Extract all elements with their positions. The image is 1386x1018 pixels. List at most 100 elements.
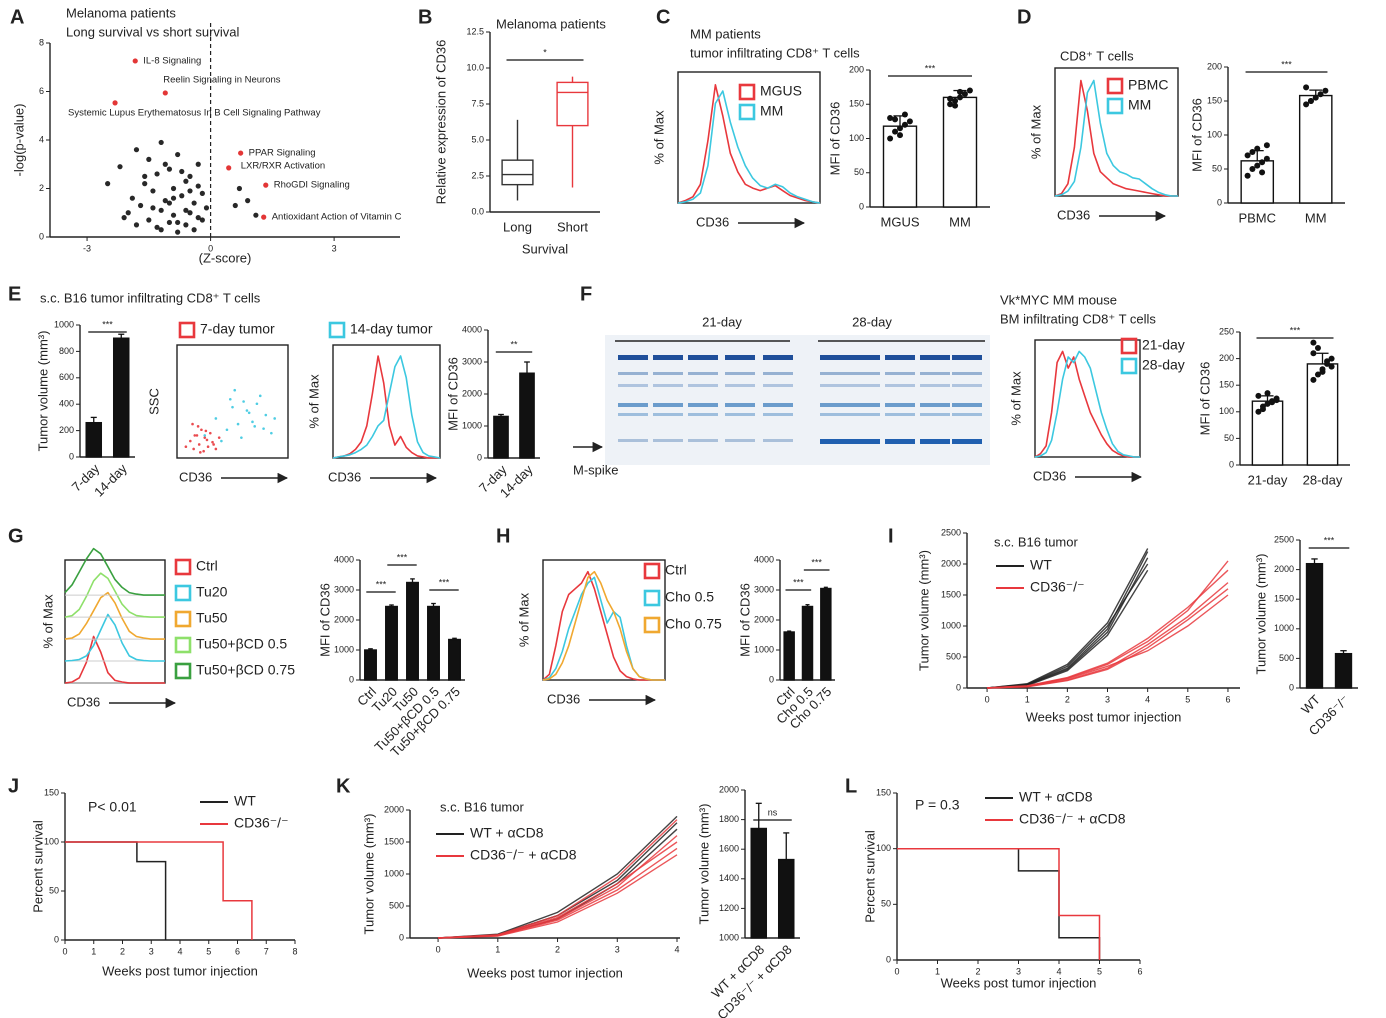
chart-title: Vk*MYC MM mouse: [1000, 292, 1117, 307]
legend-label: Tu50: [196, 610, 228, 626]
point: [200, 428, 203, 432]
bar: [777, 858, 795, 939]
y-axis-label: SSC: [146, 388, 161, 415]
histogram-curve: [64, 591, 165, 640]
x-axis-label: Survival: [522, 241, 568, 256]
point: [1269, 399, 1276, 406]
legend-label: MGUS: [760, 83, 802, 99]
point: [1273, 397, 1280, 404]
gel-band: [920, 439, 950, 444]
y-tick-label: 3000: [754, 584, 774, 594]
y-axis-label: Tumor volume (mm³): [916, 550, 931, 671]
bar: [85, 421, 103, 458]
x-axis-label: CD36: [696, 214, 729, 229]
point: [204, 429, 208, 433]
panel-letter: I: [888, 525, 894, 547]
point: [245, 198, 251, 204]
survival-curve: [65, 841, 167, 940]
point: [226, 165, 232, 171]
panel-letter: G: [8, 525, 24, 547]
y-tick-label: 150: [1219, 380, 1234, 390]
y-tick-label: 200: [849, 64, 864, 74]
gel-band: [618, 372, 648, 375]
y-tick-label: 0: [349, 674, 354, 684]
y-axis-label: Relative expression of CD36: [433, 40, 448, 205]
bar: [750, 827, 768, 939]
x-tick-label: MM: [949, 214, 971, 229]
point: [1254, 145, 1261, 152]
x-axis-label: CD36: [1033, 468, 1066, 483]
x-tick-label: 4: [675, 944, 680, 954]
point: [206, 445, 210, 449]
y-tick-label: 0: [1217, 197, 1222, 207]
point-label: PPAR Signaling: [249, 148, 316, 159]
legend-label: Cho 0.75: [665, 616, 722, 632]
point: [231, 405, 234, 409]
significance-label: ***: [1290, 325, 1301, 335]
point-label: Systemic Lupus Erythematosus In B Cell S…: [68, 107, 321, 118]
significance-label: ***: [397, 552, 408, 562]
legend-swatch: [1106, 97, 1124, 115]
gel-band: [763, 355, 793, 360]
bar: [783, 631, 795, 681]
point: [273, 417, 276, 420]
point: [137, 202, 144, 209]
y-tick-label: 10.0: [466, 62, 484, 72]
panel-letter: C: [656, 6, 670, 28]
x-axis-label: CD36: [547, 691, 580, 706]
point-label: Antioxidant Action of Vitamin C: [272, 212, 402, 223]
x-tick-label: 2: [120, 946, 125, 956]
point: [240, 436, 243, 439]
y-tick-label: 1500: [384, 836, 404, 846]
y-tick-label: 50: [1224, 433, 1234, 443]
point: [105, 181, 111, 187]
point: [195, 183, 201, 189]
gel-band: [763, 384, 793, 387]
y-tick-label: 2500: [941, 527, 961, 537]
x-tick-label: 3: [149, 946, 154, 956]
point: [1263, 155, 1270, 162]
point: [214, 417, 218, 420]
point: [196, 425, 200, 428]
point: [121, 215, 127, 221]
legend-label: MM: [760, 103, 783, 119]
gel-band: [725, 372, 755, 375]
x-tick-label: 1: [1025, 694, 1030, 704]
bar: [942, 96, 978, 208]
point: [192, 447, 195, 451]
point: [1303, 101, 1310, 108]
point: [175, 229, 181, 235]
y-tick-label: 400: [59, 399, 74, 409]
x-tick-label: MGUS: [881, 214, 920, 229]
gel-band: [653, 413, 683, 416]
gel-band: [850, 355, 880, 360]
x-tick-label: 3: [1105, 694, 1110, 704]
significance-label: ***: [1281, 59, 1292, 69]
x-axis-label: CD36: [179, 469, 212, 484]
y-tick-label: 1500: [941, 589, 961, 599]
point: [1244, 172, 1251, 179]
point: [158, 139, 164, 146]
survival-curve: [897, 847, 1101, 960]
plot-frame: [332, 344, 441, 459]
point: [203, 205, 210, 211]
y-tick-label: 1000: [462, 420, 482, 430]
x-tick-label: 0: [985, 694, 990, 704]
point: [211, 440, 214, 444]
x-tick-label: 28-day: [1303, 472, 1343, 487]
y-tick-label: 100: [1207, 129, 1222, 139]
point: [166, 219, 173, 226]
histogram-curve: [64, 613, 165, 662]
point: [1310, 339, 1317, 346]
gel-band: [688, 384, 718, 387]
x-axis-label: Weeks post tumor injection: [941, 975, 1097, 990]
plot-frame: [1034, 339, 1141, 458]
legend-label: CD36⁻/⁻ + αCD8: [1019, 811, 1126, 827]
point: [158, 227, 164, 233]
legend-swatch: [738, 103, 756, 121]
point: [199, 217, 205, 223]
y-axis-label: % of Max: [1028, 104, 1043, 159]
y-tick-label: 2000: [334, 614, 354, 624]
x-axis-label: (Z-score): [199, 250, 252, 265]
point: [132, 58, 138, 64]
